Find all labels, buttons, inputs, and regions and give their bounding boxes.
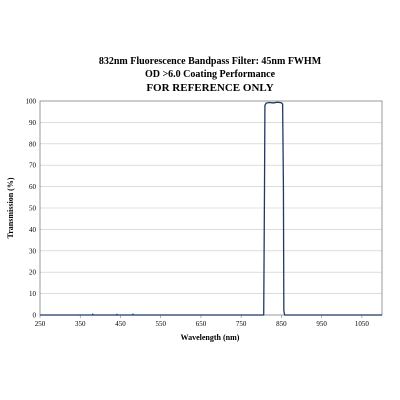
y-tick-label: 40 [29, 226, 37, 234]
y-tick-label: 60 [29, 183, 37, 191]
y-tick-label: 30 [29, 247, 37, 255]
y-axis-label: Transmission (%) [6, 177, 15, 238]
x-axis-label: Wavelength (nm) [181, 333, 240, 342]
x-tick-label: 450 [115, 320, 126, 328]
x-tick-label: 650 [196, 320, 207, 328]
y-tick-label: 80 [29, 140, 37, 148]
x-tick-label: 550 [155, 320, 166, 328]
y-tick-labels: 0 10 20 30 40 50 60 70 80 90 100 [26, 98, 37, 320]
y-tick-label: 90 [29, 119, 37, 127]
y-tick-label: 70 [29, 162, 37, 170]
y-tick-label: 100 [26, 98, 37, 106]
transmission-curve [40, 101, 382, 316]
y-tick-label: 20 [29, 269, 37, 277]
x-tick-label: 950 [316, 320, 327, 328]
y-tick-label: 50 [29, 205, 37, 213]
chart-title-line-2: OD >6.0 Coating Performance [145, 69, 276, 80]
gridlines [40, 122, 382, 294]
chart-title-line-3: FOR REFERENCE ONLY [146, 82, 273, 94]
x-tick-labels: 250 350 450 550 650 750 850 950 1050 [35, 315, 370, 328]
y-tick-label: 0 [33, 312, 37, 320]
x-tick-label: 250 [35, 320, 46, 328]
y-tick-label: 10 [29, 290, 37, 298]
chart-title-line-1: 832nm Fluorescence Bandpass Filter: 45nm… [99, 56, 322, 67]
x-tick-label: 350 [75, 320, 86, 328]
x-tick-label: 850 [276, 320, 287, 328]
x-tick-label: 750 [236, 320, 247, 328]
x-tick-label: 1050 [355, 320, 370, 328]
